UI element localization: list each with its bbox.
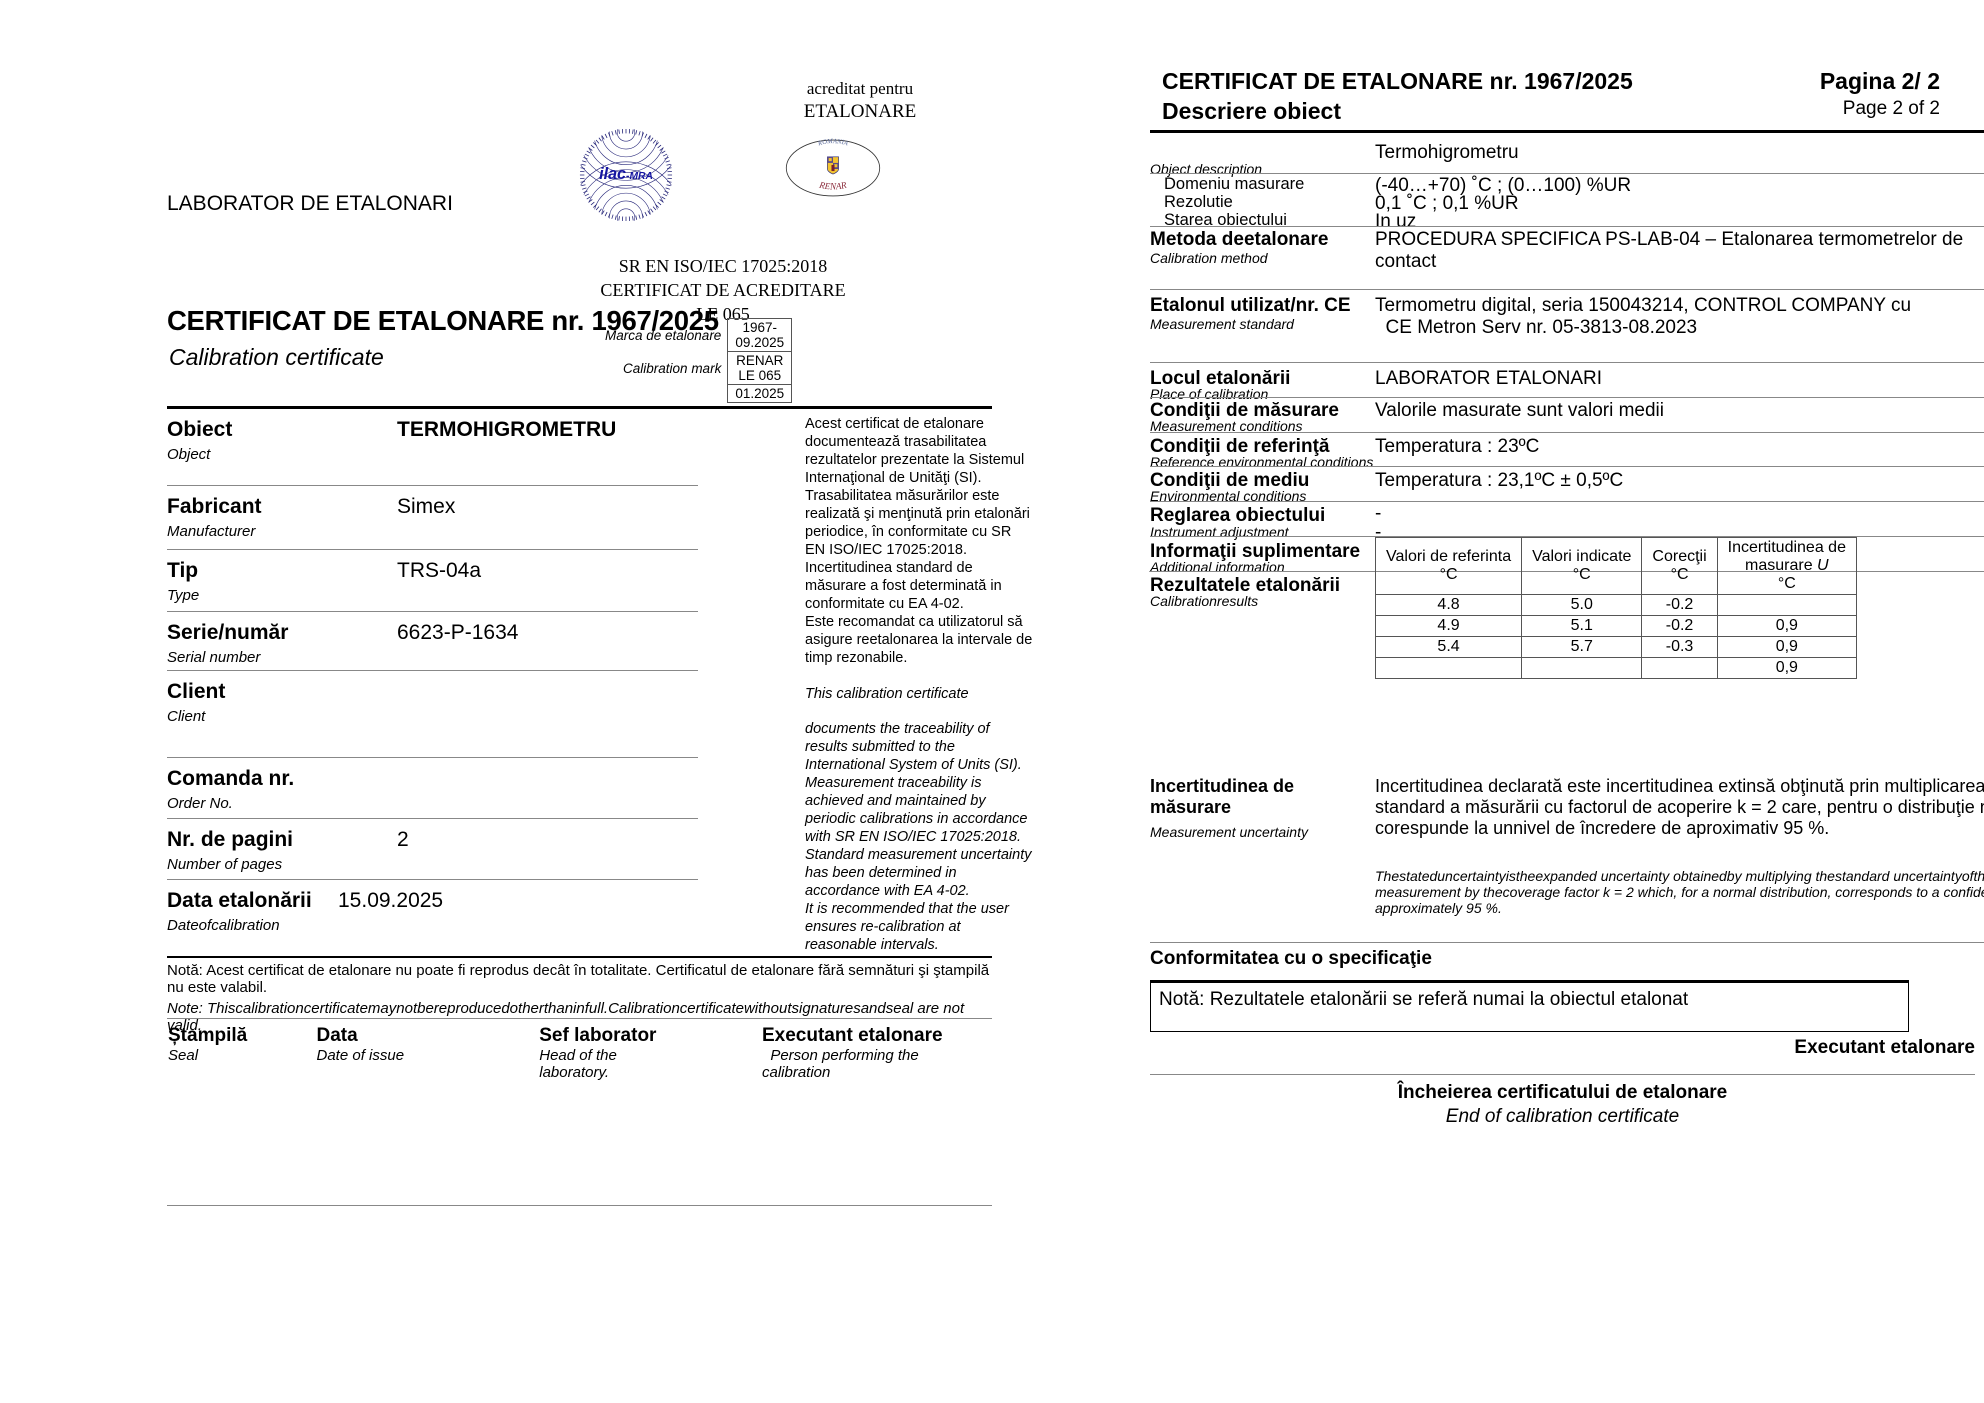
- svg-text:ROMANIA: ROMANIA: [816, 138, 849, 148]
- svg-text:RENAR: RENAR: [817, 179, 848, 191]
